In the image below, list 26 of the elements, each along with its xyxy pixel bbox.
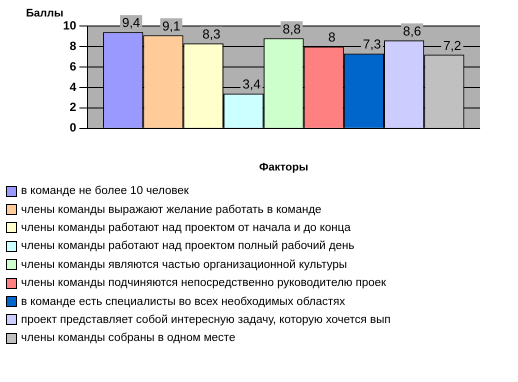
legend-label: в команде есть специалисты во всех необходимых областях xyxy=(21,296,346,308)
data-label: 8,6 xyxy=(403,23,422,38)
y-tick-label: 10 xyxy=(62,18,77,32)
y-axis-title: Баллы xyxy=(26,8,64,20)
legend-label: члены команды работают над проектом полный рабочий день xyxy=(21,240,354,252)
data-label: 7,2 xyxy=(443,38,462,53)
legend-label: члены команды являются частью организационной культуры xyxy=(21,258,348,271)
legend-label: члены команды выражают желание работать в команде xyxy=(21,204,322,216)
data-label: 9,4 xyxy=(122,15,140,30)
legend-label: члены команды собраны в одном месте xyxy=(21,332,236,344)
y-tick-label: 6 xyxy=(70,59,77,74)
data-label: 8 xyxy=(328,30,336,45)
data-label: 7,3 xyxy=(362,36,381,52)
y-tick-label: 2 xyxy=(70,100,77,114)
data-label: 9,1 xyxy=(162,18,180,34)
data-label: 8,3 xyxy=(202,26,220,42)
data-label: 8,8 xyxy=(282,21,301,36)
x-axis-title: Факторы xyxy=(259,161,308,174)
data-label: 3,4 xyxy=(242,76,261,92)
legend-label: члены команды работают над проектом от начала и до конца xyxy=(21,222,351,234)
legend-label: проект представляет собой интересную задачу, которую хочется вып xyxy=(21,314,391,326)
legend-label: в команде не более 10 человек xyxy=(21,185,189,198)
legend-label: члены команды подчиняются непосредственно руководителю проек xyxy=(21,277,386,290)
y-tick-label: 0 xyxy=(70,120,77,135)
y-tick-label: 4 xyxy=(70,80,77,94)
y-tick-label: 8 xyxy=(70,38,77,53)
